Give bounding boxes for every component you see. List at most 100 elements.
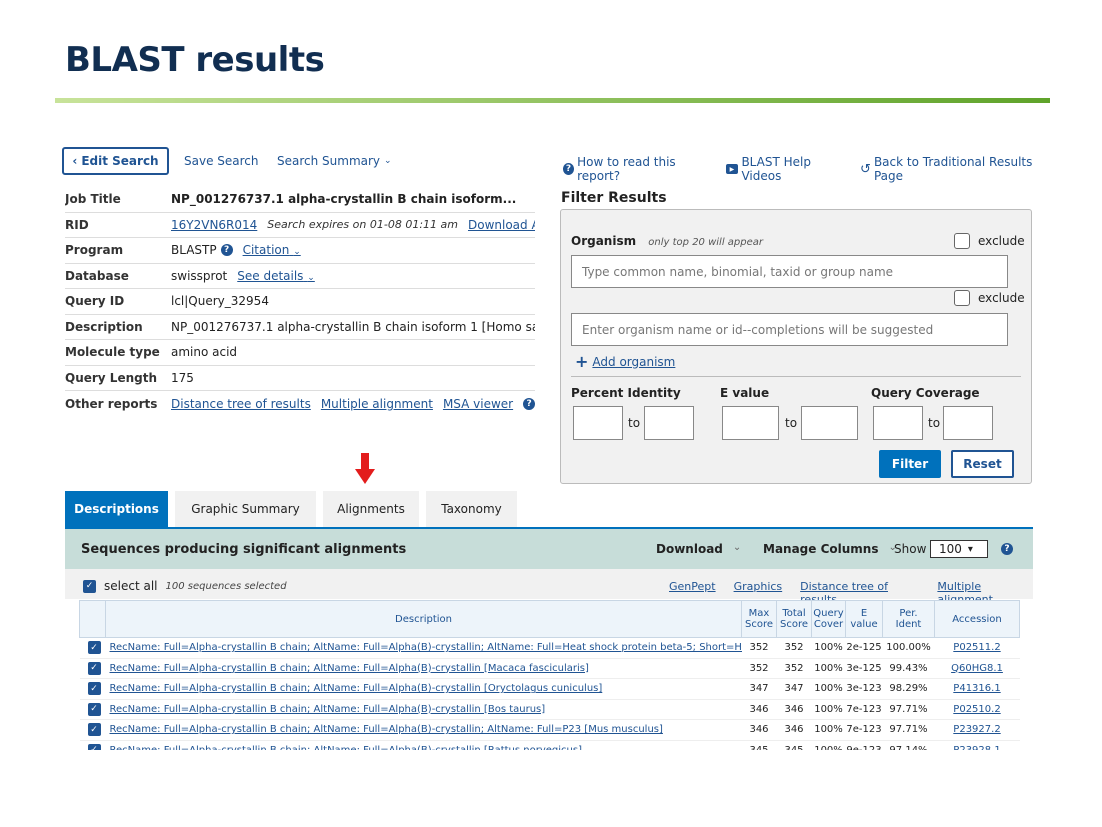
- checkbox-box: [954, 233, 970, 249]
- row-description-link[interactable]: RecName: Full=Alpha-crystallin B chain; …: [105, 678, 742, 700]
- row-accession-link[interactable]: P02510.2: [934, 699, 1020, 720]
- traditional-results-link[interactable]: ↺ Back to Traditional Results Page: [860, 155, 1050, 183]
- add-organism-link[interactable]: + Add organism: [575, 352, 675, 371]
- tab-underline: [65, 527, 1033, 529]
- organism-input-1[interactable]: Type common name, binomial, taxid or gro…: [571, 255, 1008, 288]
- percent-identity-min[interactable]: [573, 406, 623, 440]
- row-description-link[interactable]: RecName: Full=Alpha-crystallin B chain; …: [105, 658, 742, 679]
- tab-taxonomy[interactable]: Taxonomy: [426, 491, 517, 527]
- info-row-description: Description NP_001276737.1 alpha-crystal…: [65, 315, 535, 340]
- query-cover-column-header[interactable]: Query Cover: [811, 600, 846, 638]
- exclude-checkbox-1[interactable]: exclude: [954, 233, 1025, 249]
- row-query-cover: 100%: [811, 719, 846, 741]
- save-search-link[interactable]: Save Search: [184, 154, 259, 168]
- tab-alignments[interactable]: Alignments: [323, 491, 419, 527]
- row-query-cover: 100%: [811, 699, 846, 720]
- row-checkbox[interactable]: ✓: [87, 702, 101, 716]
- header-line: Ident: [895, 619, 922, 630]
- description-column-header[interactable]: Description: [105, 600, 742, 638]
- multiple-alignment-link[interactable]: Multiple alignment: [320, 396, 433, 411]
- percent-identity-label: Percent Identity: [571, 386, 681, 400]
- table-header-row: Description Max Score Total Score Query Cov…: [79, 600, 1020, 638]
- query-coverage-label: Query Coverage: [871, 386, 980, 400]
- checkbox-column-header: [79, 600, 106, 638]
- manage-columns-dropdown[interactable]: Manage Columns ⌄: [763, 542, 897, 556]
- distance-tree-link[interactable]: Distance tree of results: [171, 396, 311, 411]
- organism-input-2[interactable]: Enter organism name or id--completions w…: [571, 313, 1008, 346]
- download-dropdown[interactable]: Download ⌄: [656, 542, 741, 556]
- percent-identity-max[interactable]: [644, 406, 694, 440]
- table-row: ✓ RecName: Full=Alpha-crystallin B chain;…: [79, 637, 1020, 659]
- e-value-min[interactable]: [722, 406, 779, 440]
- info-row-job-title: Job Title NP_001276737.1 alpha-crystalli…: [65, 187, 535, 213]
- video-icon: ▶: [725, 164, 739, 174]
- tab-descriptions[interactable]: Descriptions: [65, 491, 168, 527]
- help-links: ? How to read this report? ▶ BLAST Help …: [563, 155, 1050, 183]
- see-details-dropdown[interactable]: See details ⌄: [237, 269, 315, 283]
- row-accession-link[interactable]: P23928.1: [934, 740, 1020, 750]
- row-accession-link[interactable]: Q60HG8.1: [934, 658, 1020, 679]
- job-info-table: Job Title NP_001276737.1 alpha-crystalli…: [65, 187, 535, 417]
- rid-link[interactable]: 16Y2VN6R014: [171, 217, 258, 232]
- add-organism-label: Add organism: [592, 354, 676, 369]
- reset-button[interactable]: Reset: [951, 450, 1014, 478]
- row-checkbox[interactable]: ✓: [87, 661, 101, 675]
- question-circle-icon[interactable]: ?: [220, 244, 233, 257]
- row-checkbox[interactable]: ✓: [87, 682, 101, 696]
- chevron-down-icon: ⌄: [732, 542, 742, 553]
- row-e-value: 9e-123: [845, 740, 883, 750]
- row-accession-link[interactable]: P02511.2: [934, 637, 1020, 659]
- results-table: Description Max Score Total Score Query Cov…: [79, 600, 1020, 750]
- query-coverage-min[interactable]: [873, 406, 923, 440]
- chevron-left-icon: ‹: [72, 154, 78, 168]
- question-circle-icon[interactable]: ?: [1001, 543, 1013, 555]
- help-videos-link[interactable]: ▶ BLAST Help Videos: [725, 155, 847, 183]
- citation-dropdown[interactable]: Citation ⌄: [243, 243, 301, 257]
- job-title-value: NP_001276737.1 alpha-crystallin B chain …: [171, 192, 517, 207]
- row-description-link[interactable]: RecName: Full=Alpha-crystallin B chain; …: [105, 740, 742, 750]
- row-description-link[interactable]: RecName: Full=Alpha-crystallin B chain; …: [105, 699, 742, 720]
- row-accession-link[interactable]: P41316.1: [934, 678, 1020, 700]
- row-description-link[interactable]: RecName: Full=Alpha-crystallin B chain; …: [105, 637, 742, 659]
- row-accession-link[interactable]: P23927.2: [934, 719, 1020, 741]
- query-coverage-max[interactable]: [943, 406, 993, 440]
- accession-column-header[interactable]: Accession: [934, 600, 1020, 638]
- total-score-column-header[interactable]: Total Score: [776, 600, 812, 638]
- description-value: NP_001276737.1 alpha-crystallin B chain …: [171, 319, 535, 334]
- plus-icon: +: [575, 352, 589, 371]
- question-circle-icon[interactable]: ?: [523, 397, 535, 410]
- to-label: to: [785, 416, 798, 430]
- row-description-link[interactable]: RecName: Full=Alpha-crystallin B chain; …: [105, 719, 742, 741]
- tab-graphic-summary[interactable]: Graphic Summary: [175, 491, 316, 527]
- row-checkbox[interactable]: ✓: [87, 743, 101, 750]
- header-line: E: [860, 608, 868, 619]
- graphics-link[interactable]: Graphics: [733, 580, 783, 593]
- row-checkbox-cell: ✓: [79, 719, 106, 741]
- genpept-link[interactable]: GenPept: [669, 580, 716, 593]
- how-to-read-link[interactable]: ? How to read this report?: [563, 155, 712, 183]
- organism-label-group: Organism only top 20 will appear: [571, 234, 763, 248]
- database-value: swissprot: [171, 268, 228, 283]
- filter-button[interactable]: Filter: [879, 450, 941, 478]
- per-ident-column-header[interactable]: Per. Ident: [882, 600, 935, 638]
- show-count-select[interactable]: 100 ▾: [930, 540, 988, 558]
- row-total-score: 345: [776, 740, 812, 750]
- row-checkbox[interactable]: ✓: [87, 641, 101, 655]
- slide-title: BLAST results: [65, 40, 325, 80]
- msa-viewer-link[interactable]: MSA viewer: [442, 396, 514, 411]
- row-per-ident: 99.43%: [882, 658, 935, 679]
- download-all-dropdown[interactable]: Download All ⌄: [468, 218, 535, 232]
- row-checkbox-cell: ✓: [79, 678, 106, 700]
- row-query-cover: 100%: [811, 658, 846, 679]
- e-value-max[interactable]: [801, 406, 858, 440]
- select-all-checkbox[interactable]: ✓: [83, 579, 96, 593]
- row-query-cover: 100%: [811, 637, 846, 659]
- table-row: ✓ RecName: Full=Alpha-crystallin B chain;…: [79, 740, 1020, 750]
- max-score-column-header[interactable]: Max Score: [741, 600, 777, 638]
- exclude-checkbox-2[interactable]: exclude: [954, 290, 1025, 306]
- search-summary-dropdown[interactable]: Search Summary ⌄: [277, 147, 392, 175]
- edit-search-button[interactable]: ‹ Edit Search: [62, 147, 169, 175]
- row-checkbox[interactable]: ✓: [87, 723, 101, 737]
- header-line: Score: [744, 619, 773, 630]
